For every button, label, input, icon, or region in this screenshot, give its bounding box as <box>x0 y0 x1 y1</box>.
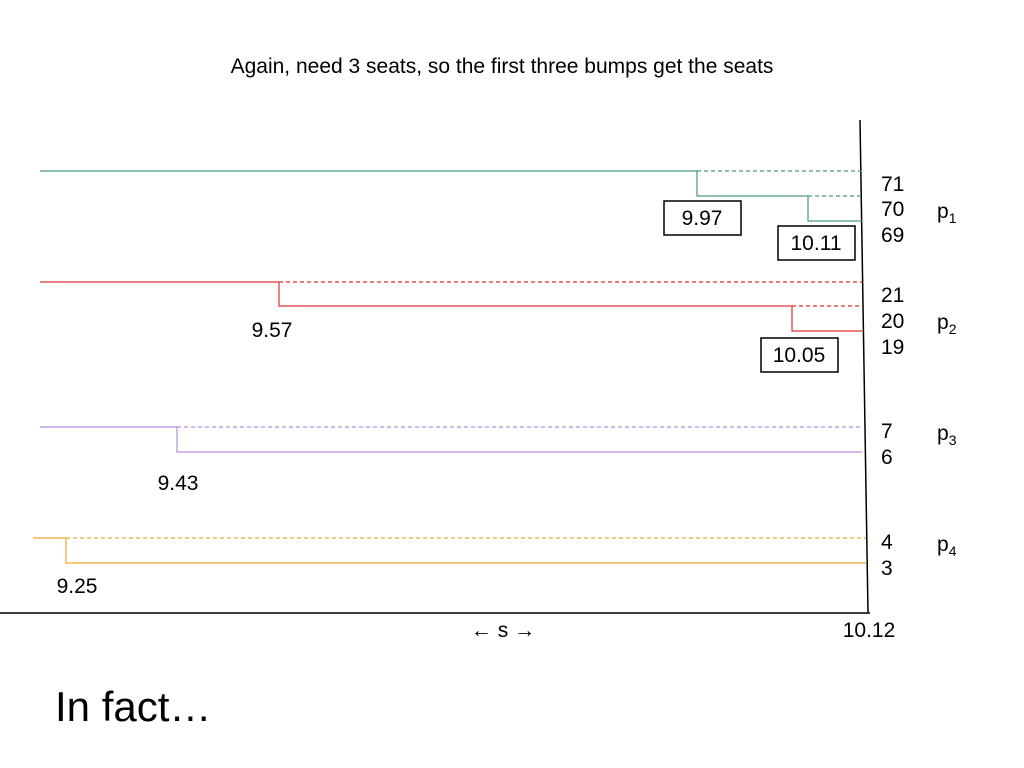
party-p4-steps <box>33 537 866 564</box>
party-p4-level-3: 3 <box>881 557 893 580</box>
party-p1-steps <box>40 170 862 222</box>
party-p2-steps <box>40 281 862 332</box>
party-p3-steps <box>40 426 862 453</box>
party-p2-level-20: 20 <box>881 310 904 333</box>
party-p4-bump-1-value: 9.25 <box>57 575 98 598</box>
party-p3-step-line <box>40 426 862 453</box>
party-p3-bump-1-value: 9.43 <box>158 472 199 495</box>
party-p2-level-19: 19 <box>881 336 904 359</box>
party-p1-bump-1-value: 9.97 <box>682 207 723 230</box>
party-p4-level-4: 4 <box>881 531 893 554</box>
party-p1-bump-2-value: 10.11 <box>791 232 842 255</box>
slide-title: Again, need 3 seats, so the first three … <box>230 55 774 78</box>
party-p1-level-69: 69 <box>881 224 904 247</box>
party-p4-step-line <box>33 537 866 564</box>
footer-text: In fact… <box>55 683 212 730</box>
party-p1-bump-1-box <box>663 200 742 236</box>
seats-axis-line <box>859 119 869 614</box>
s-axis-label: ← s → <box>471 619 535 642</box>
party-p2-bump-2-value: 10.05 <box>773 344 826 367</box>
party-p3-label: p3 <box>937 422 957 448</box>
party-p1-level-71: 71 <box>881 173 904 196</box>
s-axis-end-value: 10.12 <box>843 619 896 642</box>
party-p2-bump-2-box <box>760 337 839 373</box>
party-p1-step-line <box>40 170 862 222</box>
party-p4-label: p4 <box>937 533 957 559</box>
party-p2-bump-1-value: 9.57 <box>252 319 293 342</box>
party-p1-label: p1 <box>937 200 957 226</box>
party-p2-level-21: 21 <box>881 284 904 307</box>
party-p3-level-6: 6 <box>881 446 893 469</box>
party-p1-bump-2-box <box>777 225 856 261</box>
party-p2-step-line <box>40 281 862 332</box>
party-p2-label: p2 <box>937 311 957 337</box>
party-p1-level-70: 70 <box>881 198 904 221</box>
party-p3-level-7: 7 <box>881 420 893 443</box>
